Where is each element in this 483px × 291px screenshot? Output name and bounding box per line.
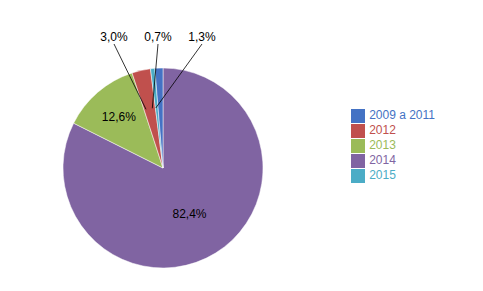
svg-text:1,3%: 1,3% bbox=[188, 30, 216, 44]
svg-text:0,7%: 0,7% bbox=[144, 30, 172, 44]
html-text:2013: 2013 bbox=[369, 138, 396, 153]
svg-text:82,4%: 82,4% bbox=[172, 207, 206, 221]
svg-text:3,0%: 3,0% bbox=[100, 30, 128, 44]
html-text:2014: 2014 bbox=[369, 152, 396, 167]
html-text:2009 a 2011: 2009 a 2011 bbox=[369, 108, 435, 123]
svg-text:12,6%: 12,6% bbox=[102, 110, 136, 124]
html-text:2015: 2015 bbox=[369, 167, 396, 182]
html-text:2012: 2012 bbox=[369, 123, 396, 138]
